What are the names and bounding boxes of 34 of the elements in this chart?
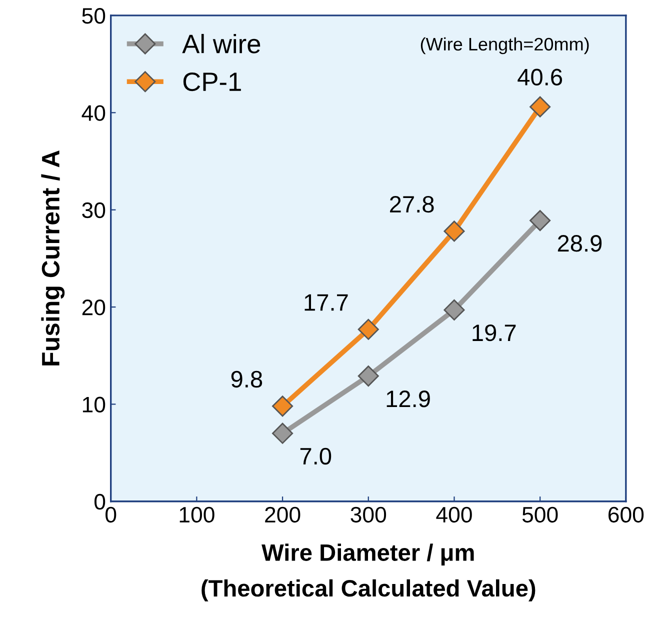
data-label: 28.9 [558,235,602,252]
data-label: 7.0 [300,448,332,465]
data-label: 17.7 [304,294,348,311]
y-tick-label: 0 [94,494,106,510]
data-label: 40.6 [518,68,562,86]
annotation: (Wire Length=20mm) [420,37,589,54]
point [272,422,294,444]
point [444,299,465,320]
x-tick-label: 0 [106,506,116,523]
point [530,96,551,118]
y-tick-label: 50 [82,8,106,24]
data-label: 9.8 [231,370,262,388]
x-axis-title: Wire Diameter / μm (Theoretical Calculated Value) [202,544,536,602]
data-label: 27.8 [390,196,434,213]
y-tick-label: 10 [82,396,106,412]
x-tick-label: 600 [608,506,644,523]
x-tick-label: 400 [436,506,472,523]
x-tick-label: 100 [180,506,214,523]
x-tick-label: 300 [350,506,386,523]
legend-label: Al wire [182,34,260,54]
y-tick-label: 30 [82,202,106,218]
point [530,210,551,232]
y-tick-label: 40 [82,105,106,121]
x-tick-label: 500 [522,506,558,523]
point [358,366,379,387]
data-label: 19.7 [472,324,516,342]
point [444,220,465,242]
point [272,396,294,417]
data-label: 12.9 [386,390,430,408]
y-tick-label: 20 [82,300,106,316]
point [358,318,379,340]
y-axis-title: Fusing Current / A [41,150,65,366]
x-tick-label: 200 [265,506,300,523]
legend-label: CP-1 [183,72,241,92]
